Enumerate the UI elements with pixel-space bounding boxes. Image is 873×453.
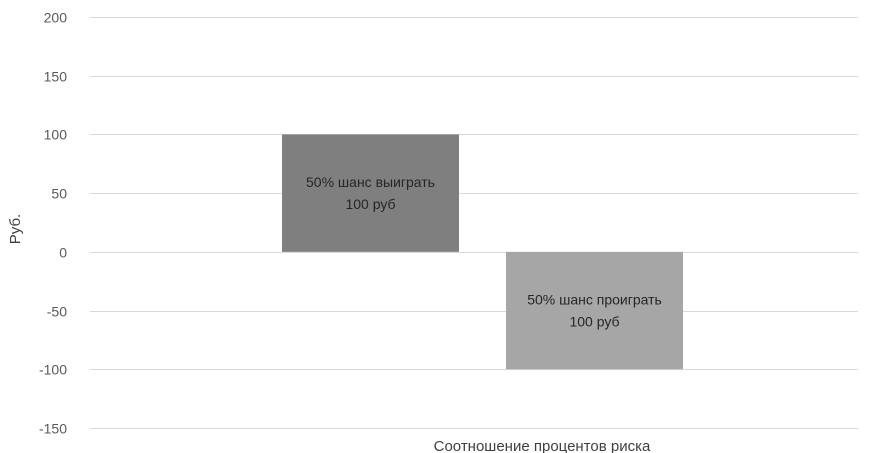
y-tick-label: 50 [51,186,67,202]
y-axis-ticks: 200 150 100 50 0 -50 -100 -150 [39,10,67,437]
y-tick-label: -50 [47,304,67,320]
y-tick-label: 0 [59,245,67,261]
bar-data-label: 50% шанс выиграть [306,174,435,190]
bar [506,251,683,370]
y-tick-label: -150 [39,421,67,437]
bar [282,134,459,252]
y-tick-label: 100 [44,127,68,143]
y-tick-label: 150 [44,69,68,85]
gridlines [90,17,858,429]
bars: 50% шанс выиграть 100 руб 50% шанс проигра… [282,134,683,370]
y-axis-title: Руб. [7,214,24,244]
bar-data-label: 50% шанс проиграть [527,292,662,308]
x-axis-title: Соотношение процентов риска [434,438,651,453]
bar-data-label: 100 руб [345,196,395,212]
y-tick-label: 200 [44,10,68,26]
bar-data-label: 100 руб [569,314,619,330]
y-tick-label: -100 [39,362,67,378]
